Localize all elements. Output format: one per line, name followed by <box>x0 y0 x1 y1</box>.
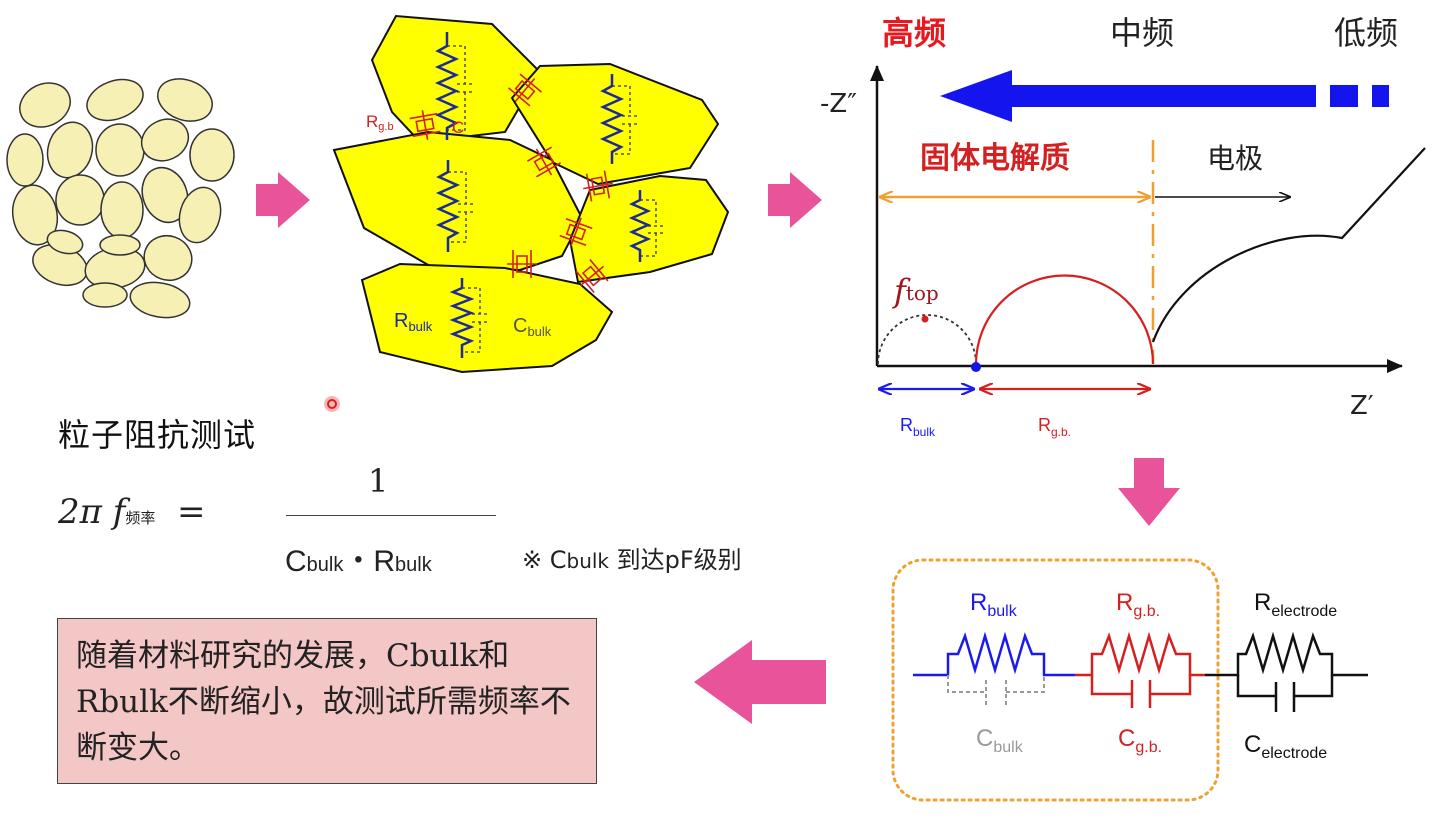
pink-arrow-right-1 <box>256 172 310 228</box>
boundary-rc <box>507 73 543 107</box>
particle <box>141 166 189 224</box>
label-low-frequency: 低频 <box>1334 14 1398 52</box>
gb-rc-element <box>1075 631 1205 708</box>
formula-note: ※ Cbulk 到达pF级别 <box>522 546 742 574</box>
particle <box>100 181 144 239</box>
circuit-cgb-label: Cg.b. <box>1118 725 1162 756</box>
particle <box>19 82 71 128</box>
electrode-arc <box>1151 147 1426 343</box>
particle <box>11 184 59 246</box>
particle <box>86 78 144 122</box>
boundary-rc <box>575 258 609 294</box>
grain-circuit <box>435 160 474 252</box>
x-axis-label: Z′ <box>1350 391 1374 421</box>
boundary-rc <box>526 146 562 178</box>
electrolyte-circuit-box <box>891 558 1220 802</box>
electrode-label: 电极 <box>1207 142 1263 175</box>
bulk-boundary-point <box>971 362 981 372</box>
gb-semicircle <box>974 274 1155 365</box>
boundary-rc <box>409 110 441 140</box>
particle <box>140 118 190 162</box>
formula-lhs-sub: 频率 <box>125 509 156 527</box>
particle <box>143 235 193 281</box>
particle <box>55 174 105 226</box>
frequency-direction-arrow <box>940 70 1389 122</box>
pointer-marker <box>324 396 340 412</box>
circuit-relectrode-label: Relectrode <box>1254 589 1337 620</box>
grain-cluster <box>332 14 730 374</box>
formula-numerator: 1 <box>368 462 389 500</box>
circuit-rbulk-label: Rbulk <box>970 589 1018 620</box>
particle <box>46 229 84 255</box>
formula-lhs: 2π f频率 = <box>58 492 206 532</box>
formula-lhs-main: 2π f <box>58 492 126 532</box>
grain-circuit <box>449 278 488 358</box>
particle <box>189 128 235 182</box>
grain-circuits <box>434 32 664 358</box>
label-mid-frequency: 中频 <box>1110 14 1174 52</box>
grain-right <box>568 174 730 284</box>
label-high-frequency: 高频 <box>882 14 946 52</box>
y-axis-label: -Z″ <box>820 89 857 119</box>
pink-arrow-down <box>1118 458 1180 526</box>
plot-rgb-label: Rg.b. <box>1038 415 1071 439</box>
particle <box>99 234 141 256</box>
grain-circuit <box>434 32 473 140</box>
ftop-point <box>921 315 929 323</box>
grain-cbulk-label: Cbulk <box>513 315 552 339</box>
circuit-rgb-label: Rg.b. <box>1116 589 1160 620</box>
boundary-rc <box>507 250 537 278</box>
circuit-cbulk-label: Cbulk <box>976 725 1024 756</box>
grain-rgb-label: Rg.b <box>366 112 394 133</box>
particle <box>6 133 44 187</box>
formula-fraction-bar <box>286 515 496 516</box>
grain-cgb-label: C <box>452 118 464 137</box>
ftop-label: ftop <box>892 272 939 310</box>
frequency-labels: 高频 中频 低频 <box>882 14 1398 52</box>
circuit-celectrode-label: Celectrode <box>1244 731 1327 762</box>
grain-circuit <box>628 190 664 262</box>
boundary-rc-symbols <box>409 73 613 294</box>
formula-equals: = <box>177 492 206 532</box>
plot-rbulk-label: Rbulk <box>900 415 936 439</box>
bulk-semicircle <box>877 314 977 365</box>
particle <box>178 186 222 244</box>
grain-circuit <box>599 74 638 164</box>
summary-text: 随着材料研究的发展，Cbulk和Rbulk不断缩小，故测试所需频率不断变大。 <box>76 638 571 766</box>
solid-electrolyte-label: 固体电解质 <box>920 141 1070 176</box>
grain-rbulk-label: Rbulk <box>394 310 433 334</box>
boundary-rc <box>583 170 613 202</box>
particle <box>82 282 128 308</box>
particle <box>46 121 94 179</box>
particle <box>129 281 191 319</box>
particle <box>95 123 145 177</box>
formula-title: 粒子阻抗测试 <box>58 416 257 454</box>
boundary-rc <box>559 217 593 247</box>
bulk-rc-element <box>913 631 1075 706</box>
formula-denominator: Cbulk・Rbulk <box>285 545 432 578</box>
particle-cluster <box>6 78 235 319</box>
particle <box>157 78 213 122</box>
electrode-rc-element <box>1205 631 1368 712</box>
grain-top-right <box>510 62 720 186</box>
summary-box: 随着材料研究的发展，Cbulk和Rbulk不断缩小，故测试所需频率不断变大。 <box>57 618 597 784</box>
pink-arrow-left <box>694 640 826 724</box>
pink-arrow-right-2 <box>768 172 822 228</box>
grain-bottom <box>360 262 614 374</box>
